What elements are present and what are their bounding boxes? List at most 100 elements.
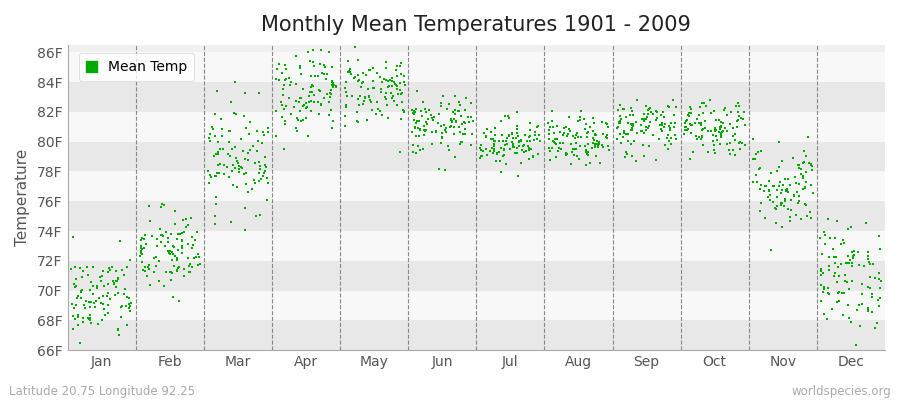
Bar xyxy=(68,142,885,172)
Point xyxy=(171,247,185,253)
Point xyxy=(284,79,298,86)
Point xyxy=(749,151,763,157)
Point xyxy=(304,98,319,104)
Point xyxy=(318,63,332,70)
Point xyxy=(310,98,325,105)
Point xyxy=(290,128,304,134)
Point xyxy=(249,128,264,134)
Point xyxy=(595,118,609,125)
Point xyxy=(319,76,333,82)
Point xyxy=(177,272,192,279)
Point xyxy=(576,116,590,122)
Point xyxy=(526,154,540,160)
Point xyxy=(155,201,169,208)
Point xyxy=(783,181,797,188)
Point xyxy=(112,275,126,282)
Point xyxy=(152,257,166,264)
Point xyxy=(309,28,323,34)
Point xyxy=(846,255,860,261)
Point xyxy=(323,94,338,100)
Point xyxy=(857,263,871,270)
Point xyxy=(207,153,221,159)
Point xyxy=(613,102,627,109)
Point xyxy=(390,73,404,79)
Point xyxy=(664,120,679,127)
Point xyxy=(511,143,526,149)
Point xyxy=(668,132,682,138)
Point xyxy=(201,168,215,174)
Point xyxy=(416,99,430,106)
Point xyxy=(522,147,536,153)
Point xyxy=(639,126,653,133)
Point xyxy=(630,97,644,103)
Point xyxy=(390,83,404,90)
Point xyxy=(454,129,468,136)
Point xyxy=(269,133,284,139)
Point xyxy=(769,206,783,213)
Point xyxy=(140,273,154,279)
Point xyxy=(590,143,605,149)
Point xyxy=(757,183,771,189)
Point xyxy=(407,116,421,123)
Point xyxy=(208,173,222,179)
Point xyxy=(369,99,383,105)
Point xyxy=(579,148,593,155)
Point xyxy=(231,168,246,175)
Point xyxy=(158,243,172,249)
Point xyxy=(763,170,778,176)
Point xyxy=(801,134,815,141)
Point xyxy=(799,169,814,175)
Point xyxy=(580,134,594,140)
Point xyxy=(229,79,243,85)
Point xyxy=(713,141,727,147)
Point xyxy=(69,283,84,289)
Bar xyxy=(68,112,885,142)
Point xyxy=(393,63,408,69)
Point xyxy=(728,152,742,158)
Point xyxy=(806,190,821,197)
Point xyxy=(236,148,250,154)
Point xyxy=(533,138,547,145)
Point xyxy=(716,128,730,134)
Point xyxy=(698,100,712,106)
Point xyxy=(847,248,861,254)
Point xyxy=(325,82,339,88)
Point xyxy=(714,132,728,138)
Point xyxy=(66,326,80,333)
Point xyxy=(544,124,558,130)
Point xyxy=(329,84,344,90)
Point xyxy=(457,118,472,125)
Point xyxy=(588,131,602,137)
Point xyxy=(307,63,321,69)
Point xyxy=(386,93,400,99)
Point xyxy=(190,229,204,235)
Point xyxy=(664,141,679,148)
Point xyxy=(522,144,536,151)
Point xyxy=(495,132,509,138)
Point xyxy=(610,124,625,131)
Point xyxy=(542,130,556,137)
Point xyxy=(327,82,341,89)
Point xyxy=(760,194,775,200)
Point xyxy=(134,250,148,256)
Point xyxy=(563,141,578,147)
Point xyxy=(66,234,80,240)
Point xyxy=(600,121,615,127)
Point xyxy=(168,253,183,260)
Point xyxy=(169,256,184,263)
Point xyxy=(257,170,272,176)
Point xyxy=(694,136,708,142)
Point xyxy=(559,152,573,158)
Point xyxy=(704,110,718,116)
Point xyxy=(860,306,875,312)
Point xyxy=(733,146,747,152)
Point xyxy=(588,141,602,147)
Point xyxy=(708,127,723,133)
Point xyxy=(678,127,692,133)
Point xyxy=(76,268,90,275)
Point xyxy=(758,183,772,189)
Point xyxy=(658,142,672,148)
Point xyxy=(307,92,321,98)
Point xyxy=(338,79,353,86)
Point xyxy=(374,79,389,86)
